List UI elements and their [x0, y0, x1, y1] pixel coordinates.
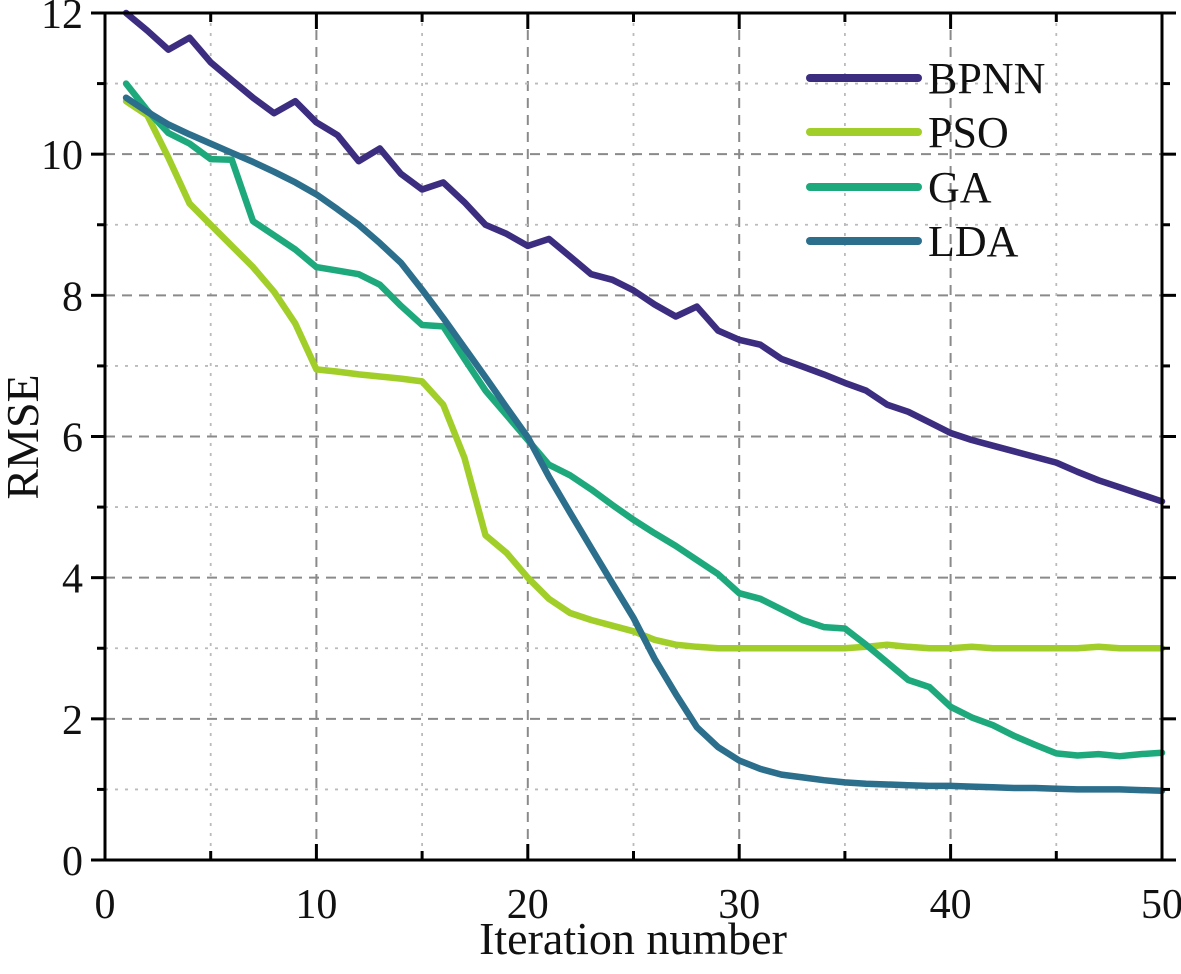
- axes-layer: [91, 11, 1176, 862]
- legend-item-lda: LDA: [806, 217, 1019, 266]
- y-axis-title: RMSE: [0, 374, 48, 499]
- x-tick-label: 50: [1141, 882, 1181, 928]
- x-tick-label: 30: [718, 882, 760, 928]
- x-axis-title: Iteration number: [479, 913, 787, 964]
- x-tick-label: 0: [95, 882, 116, 928]
- y-tick-label: 2: [62, 698, 83, 744]
- x-tick-label: 40: [930, 882, 972, 928]
- y-tick-label: 10: [41, 133, 83, 179]
- x-tick-label: 10: [295, 882, 337, 928]
- tick-label-layer: 0 10 20 30 40 50 0 2 4 6 8 10 12: [41, 0, 1181, 928]
- legend-label-pso: PSO: [928, 108, 1009, 157]
- series-line-bpnn: [122, 9, 1166, 505]
- legend: BPNN PSO GA LDA: [806, 54, 1045, 266]
- legend-item-pso: PSO: [806, 108, 1009, 157]
- y-tick-label: 0: [62, 839, 83, 885]
- legend-item-bpnn: BPNN: [806, 54, 1045, 103]
- y-tick-label: 12: [41, 0, 83, 38]
- series-line-ga: [122, 80, 1166, 760]
- legend-item-ga: GA: [806, 163, 992, 212]
- series-line-pso: [122, 97, 1166, 652]
- series-line-lda: [122, 94, 1166, 795]
- legend-label-bpnn: BPNN: [928, 54, 1045, 103]
- y-tick-label: 6: [62, 416, 83, 462]
- legend-label-ga: GA: [928, 163, 992, 212]
- legend-label-lda: LDA: [928, 217, 1019, 266]
- y-tick-label: 8: [62, 274, 83, 320]
- x-tick-label: 20: [507, 882, 549, 928]
- series-layer: [122, 9, 1166, 795]
- y-tick-label: 4: [62, 557, 83, 603]
